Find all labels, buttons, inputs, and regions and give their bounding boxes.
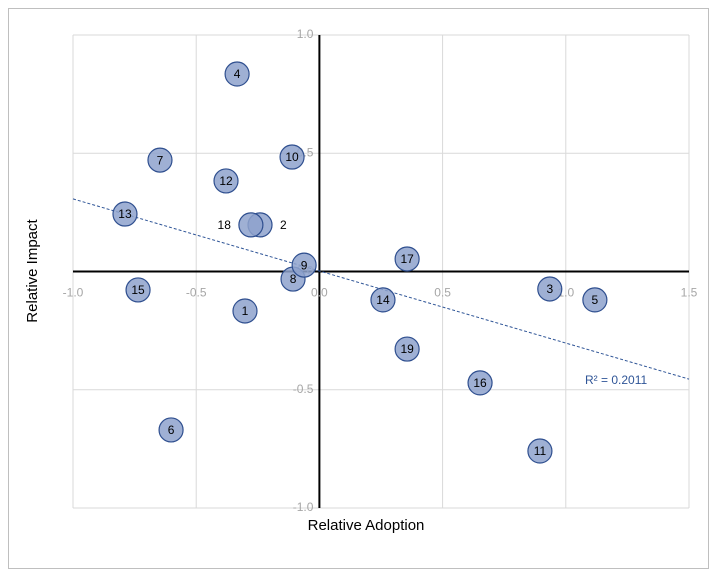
point-label: 15 [131, 283, 145, 297]
bubble [537, 276, 563, 302]
bubble [238, 212, 264, 238]
bubble [582, 287, 608, 313]
point-label: 1 [242, 304, 249, 318]
bubble [125, 277, 151, 303]
bubble [224, 61, 250, 87]
x-tick-label: -0.5 [186, 286, 207, 300]
point-label: 6 [168, 423, 175, 437]
point-label: 2 [280, 218, 287, 232]
x-tick-label: 0.5 [434, 286, 451, 300]
bubble [232, 298, 258, 324]
bubble [158, 417, 184, 443]
x-tick-label: -1.0 [63, 286, 84, 300]
point-label: 9 [301, 258, 308, 272]
point-label: 18 [218, 218, 232, 232]
bubble [147, 147, 173, 173]
bubble [370, 287, 396, 313]
bubble [394, 246, 420, 272]
y-axis-title: Relative Impact [24, 218, 41, 322]
point-label: 7 [157, 153, 164, 167]
bubble [291, 252, 317, 278]
point-label: 16 [473, 376, 487, 390]
point-label: 12 [219, 174, 233, 188]
x-axis-title: Relative Adoption [308, 517, 425, 534]
x-tick-label: 0.0 [311, 286, 328, 300]
point-label: 14 [376, 293, 390, 307]
point-label: 4 [234, 67, 241, 81]
bubble [467, 370, 493, 396]
y-tick-label: -1.0 [293, 500, 314, 514]
bubble [279, 144, 305, 170]
point-label: 3 [546, 282, 553, 296]
point-label: 5 [592, 293, 599, 307]
point-label: 10 [285, 150, 299, 164]
x-tick-label: 1.5 [681, 286, 698, 300]
bubble [527, 438, 553, 464]
point-label: 11 [534, 444, 547, 458]
bubble [213, 168, 239, 194]
point-label: 19 [400, 342, 414, 356]
bubble [112, 201, 138, 227]
trendline-label: R² = 0.2011 [585, 373, 647, 387]
point-label: 13 [118, 207, 132, 221]
y-tick-label: -0.5 [293, 382, 314, 396]
bubble [394, 336, 420, 362]
chart-frame [8, 8, 709, 569]
point-label: 8 [290, 272, 297, 286]
y-tick-label: 1.0 [297, 27, 314, 41]
point-label: 17 [400, 252, 414, 266]
